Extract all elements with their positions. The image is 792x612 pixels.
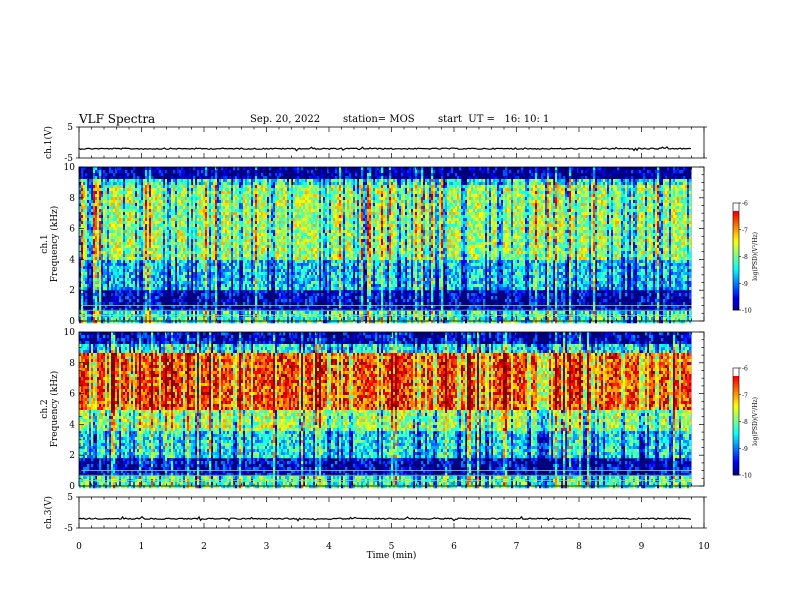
ch2-spectrogram-colorbar-tick-label: -7 <box>742 392 748 399</box>
ch1-spectrogram-ylabel-frequency: Frequency (kHz) <box>49 206 60 283</box>
ch1-spectrogram-colorbar-tick-label: -8 <box>742 254 748 261</box>
x-tick-label: 2 <box>201 542 207 552</box>
x-tick-label: 1 <box>139 542 145 552</box>
ch1-spectrogram-ylabel-channel: ch.1 <box>40 234 50 253</box>
ch2-spectrogram-colorbar-tick-label: -10 <box>742 473 752 480</box>
ch2-spectrogram-colorbar-tick-label: -6 <box>742 366 748 373</box>
ch2-spectrogram-colorbar-label: log(PSD)(V²/Hz) <box>752 397 759 446</box>
ch1-spectrogram-ytick-label: 0 <box>69 317 75 327</box>
ch1-waveform-ylabel: ch.1(V) <box>43 126 54 159</box>
ch1-waveform-panel: 5-5ch.1(V) <box>43 123 707 164</box>
x-tick-label: 8 <box>576 542 582 552</box>
ch2-spectrogram-ylabel-frequency: Frequency (kHz) <box>49 371 60 448</box>
x-tick-label: 4 <box>326 542 332 552</box>
ch1-spectrogram-ytick-label: 2 <box>69 286 75 296</box>
ch1-spectrogram-colorbar: -6 -7 -8 -9 -10 log(PSD)(V²/Hz) <box>733 201 759 315</box>
ch2-spectrogram-ytick-label: 6 <box>69 390 75 400</box>
ch2-spectrogram-colorbar-tick-label: -9 <box>742 446 748 453</box>
ch3-waveform-ylabel: ch.3(V) <box>43 496 54 529</box>
ch1-spectrogram-ytick-label: 8 <box>69 194 75 204</box>
ch2-spectrogram-ytick-label: 4 <box>69 420 75 430</box>
ch1-spectrogram-ytick-label: 10 <box>64 163 76 173</box>
ch2-spectrogram-ylabel-channel: ch.2 <box>40 399 50 418</box>
x-axis-label: Time (min) <box>367 550 417 561</box>
ch2-spectrogram-panel: 0 2 4 6 8 10 ch.2 Frequency (kHz) -6 -7 -8 -9 -10 log… <box>40 328 759 492</box>
ch3-waveform-ytick-label: 5 <box>67 493 73 503</box>
ch1-spectrogram-panel: 0 2 4 6 8 10 ch.1 Frequency (kHz) -6 -7 -8 -9 -10 log… <box>40 163 759 327</box>
x-tick-label: 7 <box>514 542 520 552</box>
ch1-spectrogram-ytick-label: 6 <box>69 225 75 235</box>
ch1-spectrogram-colorbar-tick-label: -7 <box>742 227 748 234</box>
ch3-waveform-ytick-label: -5 <box>64 524 73 534</box>
ch1-spectrogram-colorbar-label: log(PSD)(V²/Hz) <box>752 232 759 281</box>
x-tick-label: 6 <box>451 542 457 552</box>
ch1-spectrogram-image <box>79 167 692 323</box>
ch2-spectrogram-ytick-label: 0 <box>69 482 75 492</box>
ch2-spectrogram-colorbar-tick-label: -8 <box>742 419 748 426</box>
vlf-figure: 5-5ch.1(V)0246810ch.1 Frequency (kHz)-6-7… <box>0 0 792 612</box>
x-tick-label: 9 <box>639 542 645 552</box>
ch1-waveform-ytick-label: 5 <box>67 123 73 133</box>
ch1-spectrogram-colorbar-tick-label: -6 <box>742 201 748 208</box>
x-tick-label: 0 <box>76 542 82 552</box>
ch2-spectrogram-ytick-label: 2 <box>69 451 75 461</box>
x-tick-label: 3 <box>264 542 270 552</box>
x-tick-label: 10 <box>698 542 710 552</box>
ch3-waveform-panel: 5 -5 ch.3(V) <box>43 493 707 534</box>
ch2-spectrogram-ytick-label: 10 <box>64 328 76 338</box>
ch1-spectrogram-ytick-label: 4 <box>69 255 75 265</box>
ch1-waveform-trace <box>79 147 691 151</box>
ch3-waveform-trace <box>79 517 691 521</box>
ch2-spectrogram-image <box>79 332 692 488</box>
ch2-spectrogram-ytick-label: 8 <box>69 359 75 369</box>
ch2-spectrogram-colorbar: -6 -7 -8 -9 -10 log(PSD)(V²/Hz) <box>733 366 759 480</box>
ch1-spectrogram-colorbar-tick-label: -10 <box>742 308 752 315</box>
ch1-spectrogram-colorbar-tick-label: -9 <box>742 281 748 288</box>
